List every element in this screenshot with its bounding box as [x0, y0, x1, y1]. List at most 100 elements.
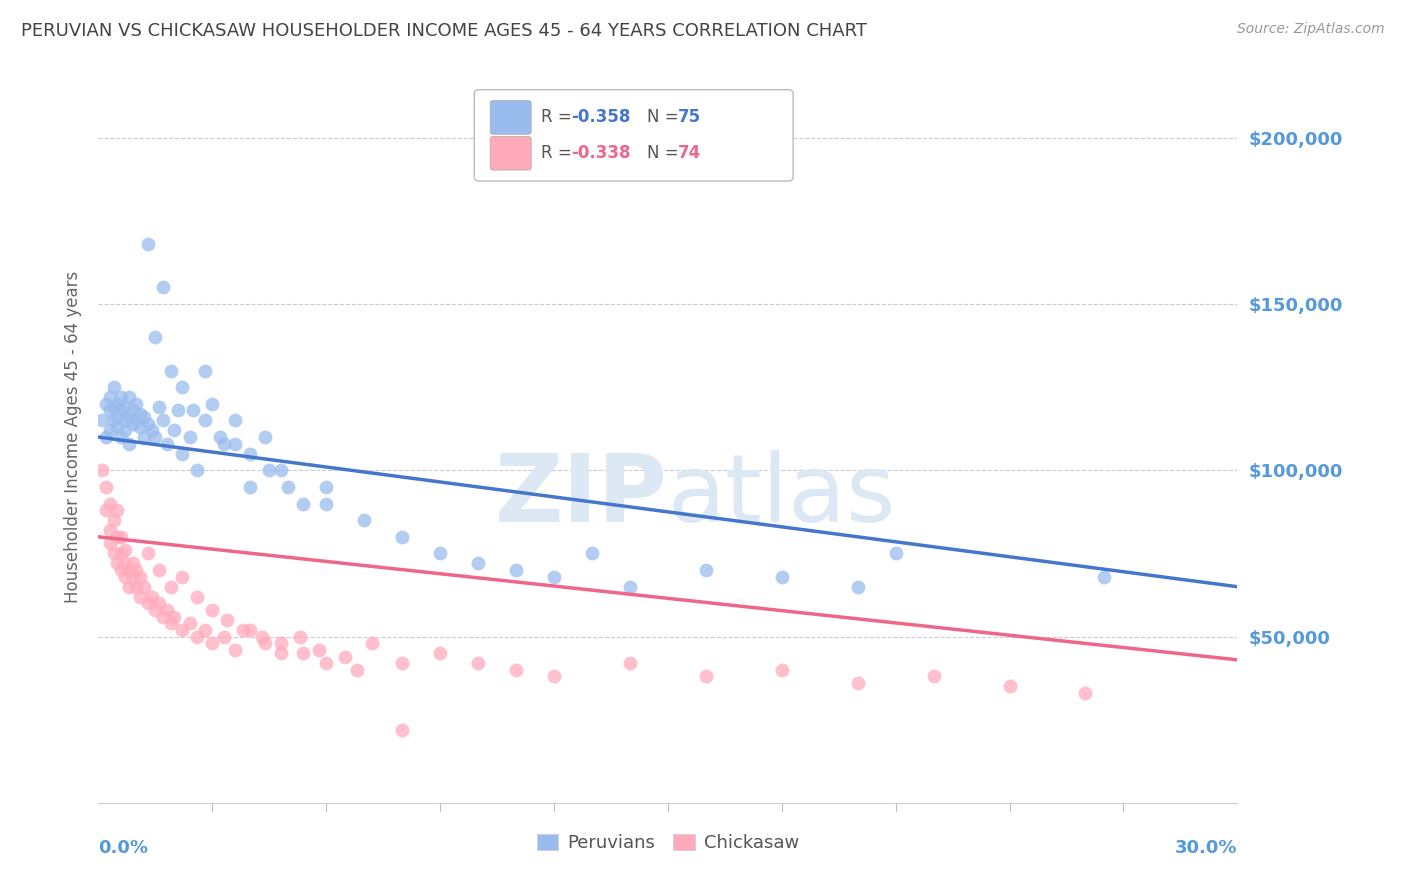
- FancyBboxPatch shape: [474, 90, 793, 181]
- Point: [353, 513, 375, 527]
- Point: [114, 400, 136, 414]
- Point: [619, 580, 641, 594]
- Text: Source: ZipAtlas.com: Source: ZipAtlas.com: [1237, 22, 1385, 37]
- Point: [121, 417, 143, 431]
- Legend: Peruvians, Chickasaw: Peruvians, Chickasaw: [529, 827, 807, 860]
- Point: [118, 390, 141, 404]
- Point: [152, 280, 174, 294]
- Point: [212, 630, 235, 644]
- Point: [94, 480, 117, 494]
- Point: [159, 580, 181, 594]
- Point: [98, 523, 121, 537]
- Point: [107, 410, 129, 425]
- Point: [129, 420, 152, 434]
- Point: [194, 623, 217, 637]
- Point: [250, 630, 273, 644]
- Point: [141, 590, 163, 604]
- Point: [239, 480, 262, 494]
- Text: R =: R =: [541, 145, 578, 162]
- Point: [505, 563, 527, 577]
- Point: [148, 563, 170, 577]
- Point: [125, 397, 148, 411]
- Point: [121, 557, 143, 571]
- Point: [186, 630, 208, 644]
- Point: [922, 669, 945, 683]
- Point: [125, 413, 148, 427]
- Point: [114, 543, 136, 558]
- Point: [183, 403, 205, 417]
- Point: [98, 536, 121, 550]
- Point: [156, 603, 179, 617]
- Text: R =: R =: [541, 109, 578, 127]
- Point: [505, 663, 527, 677]
- Point: [208, 430, 231, 444]
- Text: 74: 74: [678, 145, 702, 162]
- Point: [170, 570, 193, 584]
- Point: [136, 596, 159, 610]
- Point: [1074, 686, 1097, 700]
- Point: [148, 400, 170, 414]
- Point: [132, 580, 155, 594]
- Point: [163, 609, 186, 624]
- Point: [224, 413, 246, 427]
- Point: [201, 603, 224, 617]
- Point: [315, 480, 337, 494]
- Point: [159, 616, 181, 631]
- Text: -0.358: -0.358: [571, 109, 630, 127]
- Point: [110, 403, 132, 417]
- Point: [270, 636, 292, 650]
- Point: [129, 407, 152, 421]
- Point: [132, 430, 155, 444]
- Point: [194, 363, 217, 377]
- Point: [107, 503, 129, 517]
- Point: [201, 397, 224, 411]
- Point: [94, 503, 117, 517]
- Point: [1094, 570, 1116, 584]
- Point: [170, 623, 193, 637]
- Point: [125, 563, 148, 577]
- Point: [129, 570, 152, 584]
- Point: [98, 390, 121, 404]
- Point: [136, 417, 159, 431]
- Point: [179, 616, 201, 631]
- Point: [254, 636, 277, 650]
- Point: [98, 403, 121, 417]
- Point: [619, 656, 641, 670]
- Point: [467, 656, 489, 670]
- Point: [360, 636, 382, 650]
- Point: [152, 609, 174, 624]
- Point: [695, 563, 717, 577]
- Point: [391, 656, 413, 670]
- Text: atlas: atlas: [668, 450, 896, 541]
- Point: [212, 436, 235, 450]
- Point: [186, 590, 208, 604]
- Point: [91, 463, 114, 477]
- Text: -0.338: -0.338: [571, 145, 630, 162]
- Point: [770, 663, 793, 677]
- Point: [136, 546, 159, 560]
- Point: [186, 463, 208, 477]
- Point: [103, 380, 125, 394]
- Text: 30.0%: 30.0%: [1175, 839, 1237, 857]
- Point: [156, 436, 179, 450]
- Point: [270, 463, 292, 477]
- Point: [201, 636, 224, 650]
- Point: [998, 680, 1021, 694]
- Point: [467, 557, 489, 571]
- Point: [98, 424, 121, 438]
- Point: [145, 330, 167, 344]
- Point: [118, 410, 141, 425]
- Point: [170, 380, 193, 394]
- Point: [114, 413, 136, 427]
- Text: PERUVIAN VS CHICKASAW HOUSEHOLDER INCOME AGES 45 - 64 YEARS CORRELATION CHART: PERUVIAN VS CHICKASAW HOUSEHOLDER INCOME…: [21, 22, 868, 40]
- Point: [118, 580, 141, 594]
- Point: [152, 413, 174, 427]
- Point: [194, 413, 217, 427]
- Text: N =: N =: [647, 109, 685, 127]
- Point: [103, 400, 125, 414]
- Point: [103, 513, 125, 527]
- Point: [107, 420, 129, 434]
- Point: [292, 497, 315, 511]
- Point: [110, 530, 132, 544]
- Point: [308, 643, 330, 657]
